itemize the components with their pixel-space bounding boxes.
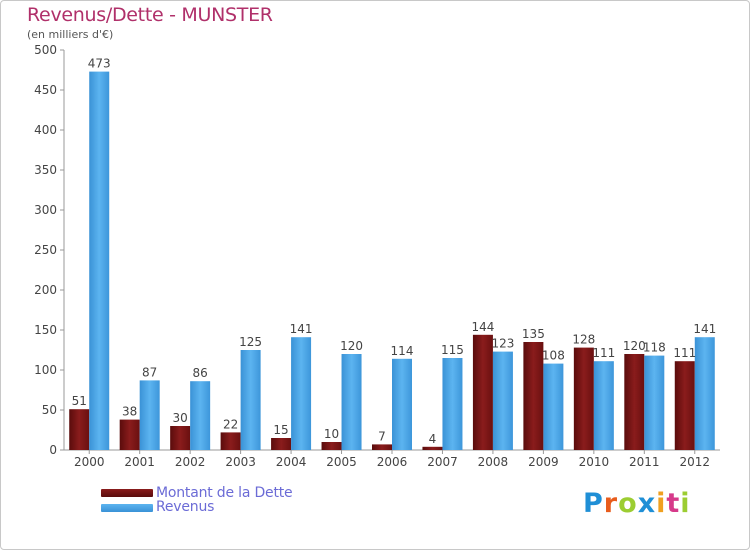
x-tick-label: 2006 xyxy=(377,455,408,469)
data-label-dette: 15 xyxy=(273,423,288,437)
bar-revenus-2012 xyxy=(694,337,715,450)
bar-revenus-2011 xyxy=(644,355,665,450)
bar-revenus-2003 xyxy=(240,350,261,450)
bar-revenus-2000 xyxy=(89,71,110,450)
data-label-revenus: 87 xyxy=(142,365,157,379)
proxiti-logo: Proxiti xyxy=(583,488,691,519)
bar-dette-2004 xyxy=(271,438,292,450)
data-label-revenus: 86 xyxy=(193,366,208,380)
data-label-dette: 135 xyxy=(522,327,545,341)
data-label-revenus: 123 xyxy=(491,337,514,351)
x-tick-label: 2007 xyxy=(427,455,458,469)
y-tick-label: 0 xyxy=(49,443,57,457)
x-tick-label: 2008 xyxy=(478,455,509,469)
y-tick-label: 100 xyxy=(34,363,57,377)
data-label-revenus: 114 xyxy=(391,344,414,358)
y-tick-label: 150 xyxy=(34,323,57,337)
data-label-dette: 7 xyxy=(378,429,386,443)
legend-swatch-revenus xyxy=(101,504,153,512)
data-label-revenus: 111 xyxy=(592,346,615,360)
chart-subtitle: (en milliers d'€) xyxy=(27,28,114,41)
x-tick-label: 2001 xyxy=(124,455,155,469)
bar-dette-2006 xyxy=(372,444,392,450)
y-tick-label: 50 xyxy=(42,403,57,417)
data-label-dette: 38 xyxy=(122,405,137,419)
bar-dette-2011 xyxy=(624,354,645,450)
legend-swatch-dette xyxy=(101,489,153,497)
data-label-revenus: 115 xyxy=(441,343,464,357)
data-label-dette: 10 xyxy=(324,427,339,441)
y-tick-label: 350 xyxy=(34,163,57,177)
data-label-dette: 128 xyxy=(572,333,595,347)
bar-dette-2003 xyxy=(220,432,241,450)
bar-revenus-2002 xyxy=(190,381,211,450)
x-tick-label: 2004 xyxy=(276,455,307,469)
chart-title: Revenus/Dette - MUNSTER xyxy=(27,4,273,26)
bar-dette-2000 xyxy=(69,409,90,450)
data-label-revenus: 473 xyxy=(88,57,111,71)
data-label-revenus: 118 xyxy=(643,341,666,355)
y-tick-label: 300 xyxy=(34,203,57,217)
data-label-dette: 22 xyxy=(223,417,238,431)
data-label-dette: 4 xyxy=(429,432,437,446)
x-tick-label: 2005 xyxy=(326,455,357,469)
bar-revenus-2010 xyxy=(593,361,614,450)
legend-label-revenus: Revenus xyxy=(156,499,215,515)
x-tick-label: 2012 xyxy=(679,455,710,469)
data-label-revenus: 108 xyxy=(542,349,565,363)
bar-dette-2002 xyxy=(170,426,191,450)
x-tick-label: 2010 xyxy=(579,455,610,469)
bar-dette-2008 xyxy=(472,334,493,450)
bar-dette-2007 xyxy=(422,446,443,450)
data-label-dette: 120 xyxy=(623,339,646,353)
bar-dette-2010 xyxy=(573,347,594,450)
bar-revenus-2006 xyxy=(392,358,412,450)
bar-revenus-2005 xyxy=(341,354,362,450)
data-label-dette: 30 xyxy=(173,411,188,425)
y-tick-label: 400 xyxy=(34,123,57,137)
legend-label-dette: Montant de la Dette xyxy=(156,485,293,501)
bar-revenus-2004 xyxy=(291,337,312,450)
data-label-dette: 144 xyxy=(471,320,494,334)
x-tick-label: 2003 xyxy=(225,455,256,469)
bar-revenus-2007 xyxy=(442,358,463,450)
data-label-dette: 51 xyxy=(72,394,87,408)
bar-revenus-2009 xyxy=(543,363,564,450)
bar-dette-2009 xyxy=(523,342,544,450)
bar-revenus-2008 xyxy=(492,351,513,450)
bar-dette-2012 xyxy=(674,361,695,450)
data-label-revenus: 125 xyxy=(239,335,262,349)
y-tick-label: 500 xyxy=(34,43,57,57)
data-label-revenus: 141 xyxy=(693,322,716,336)
data-label-revenus: 141 xyxy=(290,322,313,336)
data-label-dette: 111 xyxy=(673,346,696,360)
x-tick-label: 2000 xyxy=(74,455,105,469)
x-tick-label: 2009 xyxy=(528,455,559,469)
y-tick-label: 200 xyxy=(34,283,57,297)
bar-dette-2001 xyxy=(119,419,140,450)
data-label-revenus: 120 xyxy=(340,339,363,353)
bar-revenus-2001 xyxy=(139,380,160,450)
y-tick-label: 250 xyxy=(34,243,57,257)
x-tick-label: 2011 xyxy=(629,455,660,469)
x-tick-label: 2002 xyxy=(175,455,206,469)
y-tick-label: 450 xyxy=(34,83,57,97)
bar-dette-2005 xyxy=(321,442,342,450)
